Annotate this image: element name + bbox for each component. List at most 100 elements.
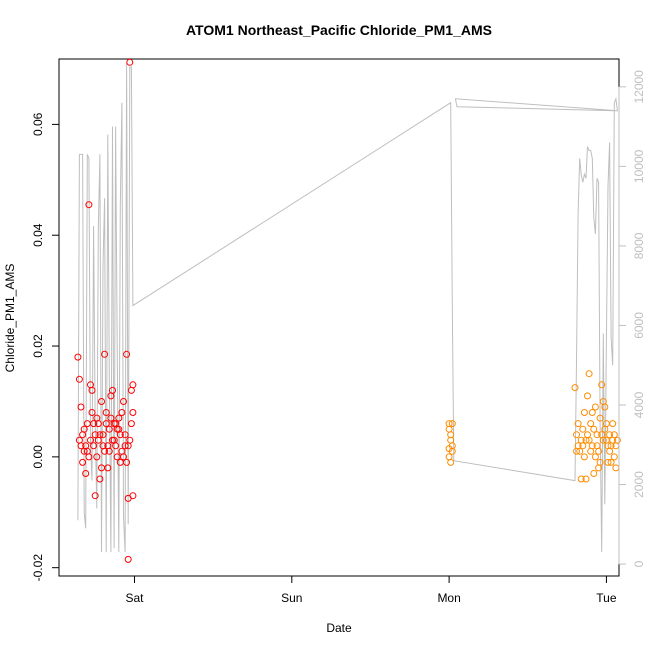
y-axis: -0.02 0.00 0.02 0.04 0.06 — [31, 112, 60, 582]
data-point-series-1 — [88, 409, 96, 416]
data-point-series-2 — [607, 458, 615, 466]
data-point-series-1 — [82, 470, 90, 477]
chart-title: ATOM1 Northeast_Pacific Chloride_PM1_AMS — [186, 22, 492, 38]
data-point-series-1 — [113, 425, 121, 433]
scatter-points — [74, 58, 621, 563]
data-point-series-1 — [123, 458, 131, 466]
data-point-series-2 — [445, 445, 453, 453]
data-point-series-1 — [96, 475, 104, 483]
data-point-series-2 — [584, 392, 591, 400]
y-right-tick-label: 4000 — [632, 391, 646, 418]
y-axis-label: Chloride_PM1_AMS — [3, 264, 17, 373]
data-point-series-1 — [90, 420, 98, 428]
y-right-tick-label: 8000 — [632, 232, 646, 259]
data-point-series-2 — [580, 409, 588, 416]
data-point-series-2 — [610, 453, 618, 461]
data-point-series-2 — [588, 409, 596, 416]
data-point-series-1 — [109, 386, 116, 394]
data-point-series-2 — [448, 420, 456, 428]
data-point-series-1 — [75, 436, 83, 444]
data-point-series-2 — [571, 384, 579, 392]
data-point-series-1 — [105, 425, 113, 433]
data-point-series-2 — [595, 464, 603, 472]
y-right-tick-label: 6000 — [632, 312, 646, 339]
data-point-series-1 — [85, 201, 93, 209]
data-point-series-1 — [124, 555, 132, 563]
data-point-series-1 — [109, 436, 116, 444]
y-right-tick-label: 0 — [632, 560, 646, 567]
y-tick-label: -0.02 — [31, 554, 45, 582]
data-point-series-1 — [102, 409, 110, 416]
data-point-series-1 — [129, 381, 137, 389]
data-point-series-1 — [75, 375, 83, 383]
data-point-series-1 — [74, 353, 82, 361]
data-point-series-1 — [107, 414, 115, 422]
data-point-series-1 — [98, 464, 105, 472]
data-point-series-1 — [121, 431, 129, 439]
y-right-tick-label: 12000 — [632, 70, 646, 104]
data-point-series-1 — [126, 58, 134, 66]
x-tick-label: Sat — [125, 591, 144, 605]
data-point-series-1 — [102, 420, 110, 428]
data-point-series-1 — [118, 409, 126, 416]
x-axis-label: Date — [326, 621, 352, 635]
data-point-series-2 — [606, 431, 614, 439]
data-point-series-1 — [129, 409, 137, 416]
data-point-series-1 — [96, 431, 104, 439]
data-point-series-1 — [87, 436, 94, 444]
data-point-series-2 — [447, 458, 455, 466]
data-point-series-2 — [604, 458, 612, 466]
data-point-series-1 — [110, 420, 118, 428]
y-axis-right: 0 2000 4000 6000 8000 10000 12000 — [618, 70, 646, 567]
data-point-series-1 — [79, 458, 87, 466]
data-point-series-1 — [123, 350, 131, 358]
data-point-series-1 — [77, 403, 85, 411]
plot-frame — [58, 58, 620, 577]
data-point-series-2 — [593, 442, 601, 450]
data-point-series-1 — [94, 420, 102, 428]
data-point-series-1 — [82, 442, 90, 450]
data-point-series-1 — [112, 442, 120, 450]
data-point-series-1 — [85, 453, 93, 461]
data-point-series-2 — [590, 470, 598, 477]
data-point-series-2 — [601, 403, 609, 411]
data-point-series-1 — [101, 447, 109, 455]
data-point-series-1 — [121, 442, 129, 450]
y-tick-label: 0.04 — [31, 223, 45, 247]
data-point-series-2 — [612, 464, 620, 472]
data-point-series-2 — [579, 425, 587, 433]
data-point-series-2 — [574, 420, 582, 428]
data-point-series-1 — [91, 492, 99, 500]
data-point-series-2 — [573, 431, 580, 439]
data-point-series-1 — [120, 398, 127, 405]
data-point-series-1 — [127, 420, 135, 428]
x-axis: Sat Sun Mon Tue — [125, 575, 617, 605]
data-point-series-2 — [610, 431, 618, 439]
x-tick-label: Mon — [437, 591, 460, 605]
data-point-series-2 — [585, 370, 593, 378]
data-point-series-1 — [104, 442, 112, 450]
data-point-series-1 — [80, 425, 88, 433]
data-point-series-2 — [598, 381, 606, 389]
data-point-series-2 — [582, 475, 590, 483]
data-point-series-1 — [127, 386, 135, 394]
data-point-series-1 — [93, 453, 101, 461]
data-point-series-2 — [587, 420, 595, 428]
data-point-series-2 — [591, 453, 599, 461]
y-tick-label: 0.00 — [31, 445, 45, 469]
data-point-series-1 — [90, 442, 98, 450]
data-point-series-2 — [604, 442, 612, 450]
data-point-series-2 — [602, 420, 610, 428]
right-axis-line — [77, 62, 618, 553]
data-point-series-1 — [101, 350, 109, 358]
data-point-series-2 — [577, 475, 585, 483]
data-point-series-2 — [580, 453, 588, 461]
data-point-series-2 — [596, 414, 604, 422]
data-point-series-2 — [579, 442, 587, 450]
y-right-tick-label: 2000 — [632, 471, 646, 498]
data-point-series-2 — [609, 420, 617, 428]
data-point-series-1 — [83, 420, 91, 428]
y-right-tick-label: 10000 — [632, 149, 646, 183]
data-point-series-1 — [98, 398, 105, 405]
